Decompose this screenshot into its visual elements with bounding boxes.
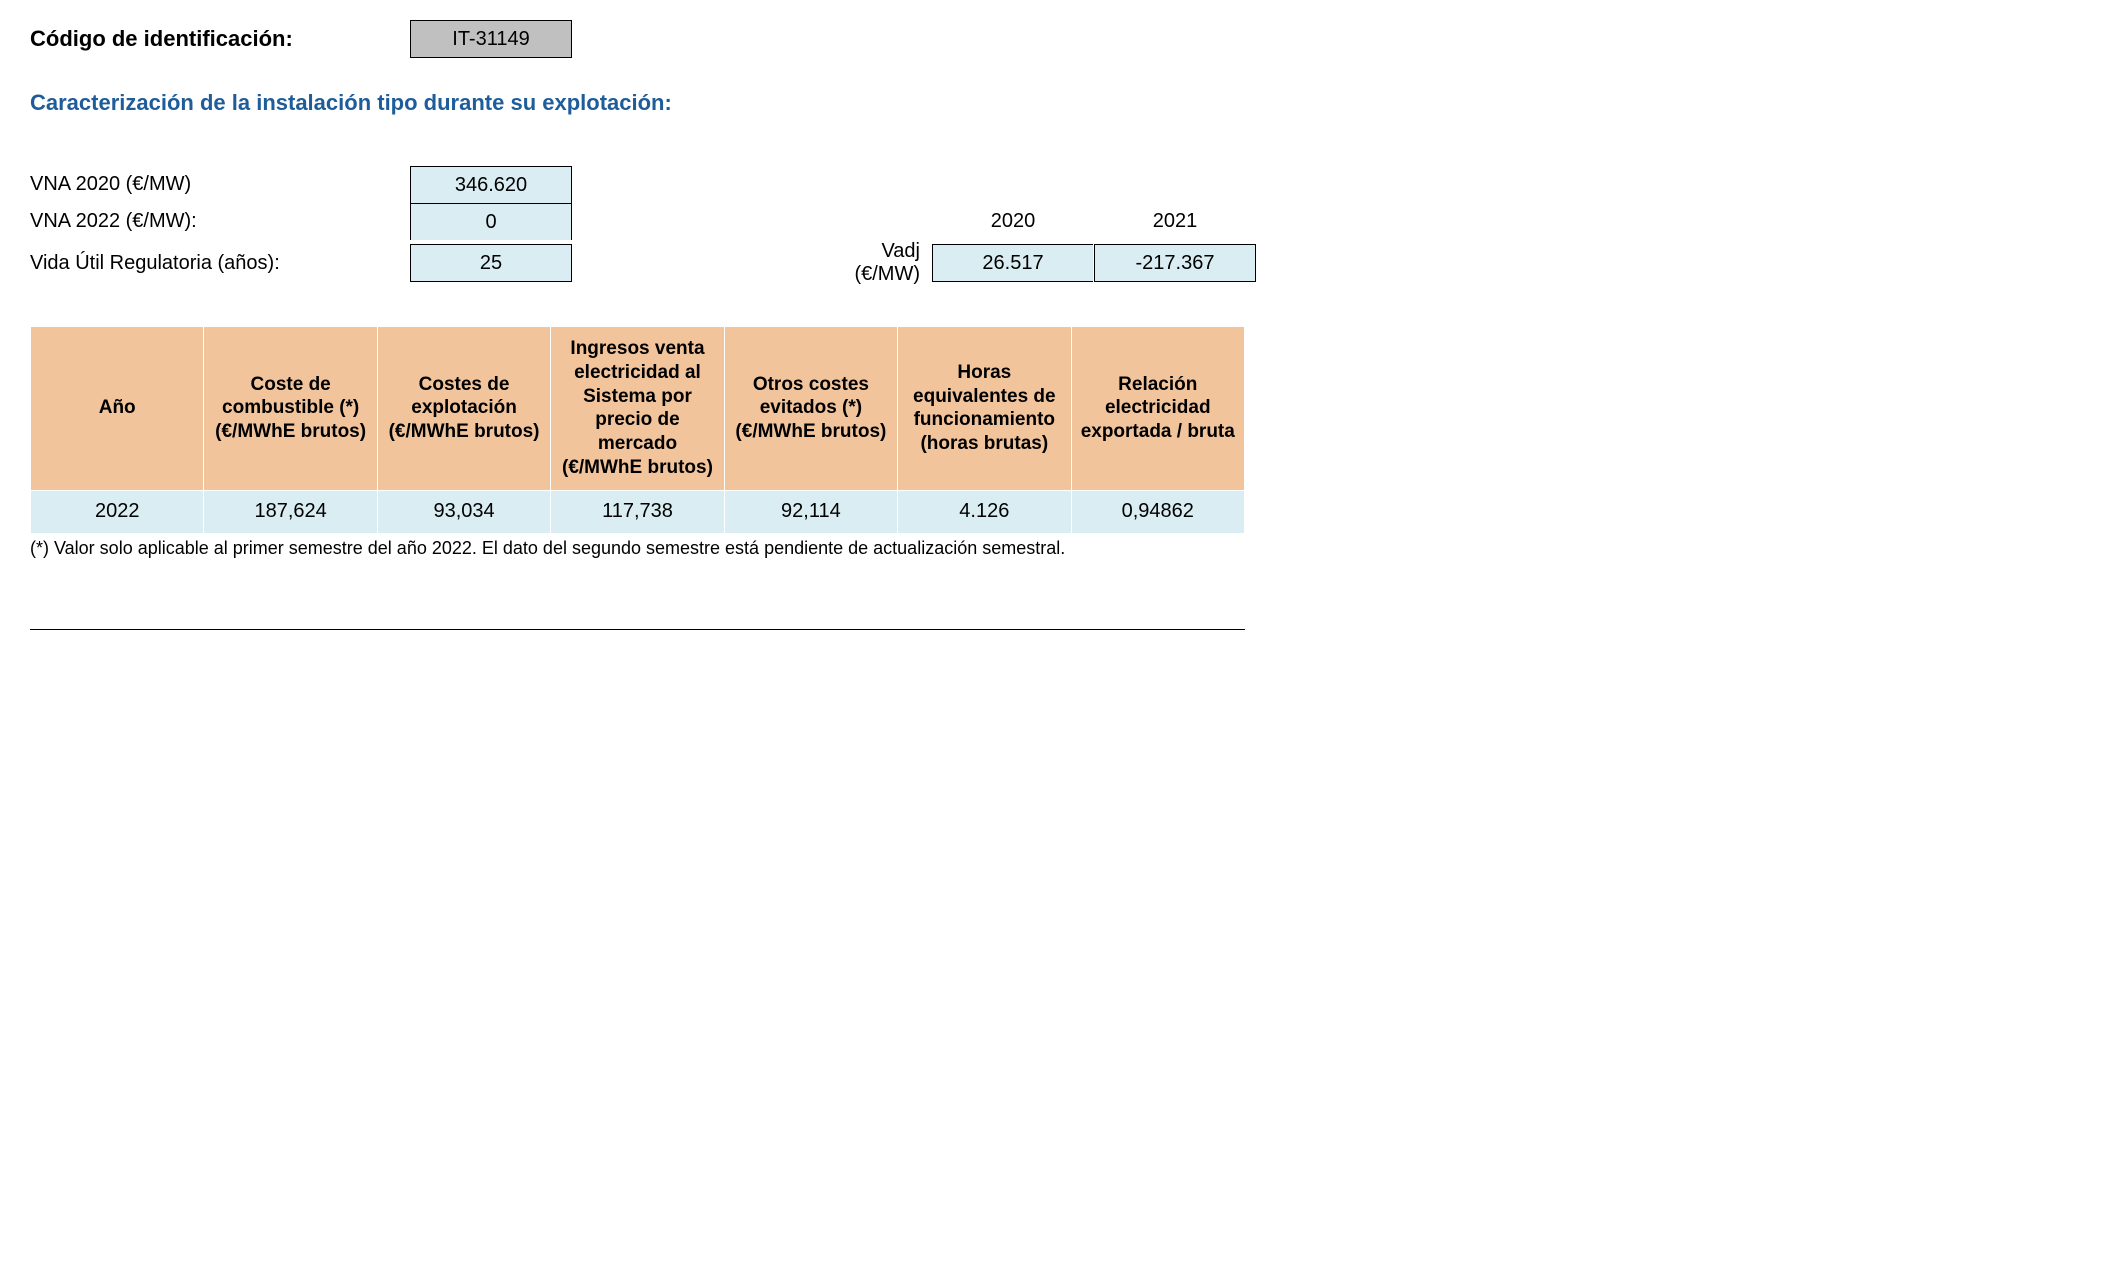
vna2020-label: VNA 2020 (€/MW) xyxy=(30,173,410,196)
td-otros-costes: 92,114 xyxy=(724,490,897,533)
subtitle: Caracterización de la instalación tipo d… xyxy=(30,90,2096,116)
vida-value: 25 xyxy=(410,244,572,282)
main-table: Año Coste de combustible (*) (€/MWhE bru… xyxy=(30,326,1245,534)
footnote: (*) Valor solo aplicable al primer semes… xyxy=(30,538,2096,559)
vida-label: Vida Útil Regulatoria (años): xyxy=(30,252,410,275)
id-row: Código de identificación: IT-31149 xyxy=(30,20,2096,58)
td-ano: 2022 xyxy=(31,490,204,533)
td-horas-equiv: 4.126 xyxy=(898,490,1071,533)
th-otros-costes: Otros costes evitados (*) (€/MWhE brutos… xyxy=(724,327,897,491)
th-ano: Año xyxy=(31,327,204,491)
vadj-2020-value: 26.517 xyxy=(932,244,1093,282)
vna2020-value: 346.620 xyxy=(410,166,572,203)
th-coste-combustible: Coste de combustible (*) (€/MWhE brutos) xyxy=(204,327,377,491)
table-header-row: Año Coste de combustible (*) (€/MWhE bru… xyxy=(31,327,1245,491)
id-value-box: IT-31149 xyxy=(410,20,572,58)
vadj-2021-value: -217.367 xyxy=(1094,244,1256,282)
th-costes-explotacion: Costes de explotación (€/MWhE brutos) xyxy=(377,327,550,491)
th-ingresos-venta: Ingresos venta electricidad al Sistema p… xyxy=(551,327,724,491)
vna2022-label: VNA 2022 (€/MW): xyxy=(30,210,410,233)
th-horas-equiv: Horas equivalentes de funcionamiento (ho… xyxy=(898,327,1071,491)
vna2022-value: 0 xyxy=(410,203,572,240)
td-ingresos-venta: 117,738 xyxy=(551,490,724,533)
table-row: 2022 187,624 93,034 117,738 92,114 4.126… xyxy=(31,490,1245,533)
td-relacion: 0,94862 xyxy=(1071,490,1244,533)
td-costes-explotacion: 93,034 xyxy=(377,490,550,533)
id-label: Código de identificación: xyxy=(30,26,410,52)
year-2021-header: 2021 xyxy=(1094,210,1256,233)
th-relacion: Relación electricidad exportada / bruta xyxy=(1071,327,1244,491)
year-2020-header: 2020 xyxy=(932,210,1094,233)
divider xyxy=(30,629,1245,630)
vadj-label: Vadj (€/MW) xyxy=(812,240,932,286)
td-coste-combustible: 187,624 xyxy=(204,490,377,533)
params-block: VNA 2020 (€/MW) 346.620 2020 2021 VNA 20… xyxy=(30,166,2096,286)
